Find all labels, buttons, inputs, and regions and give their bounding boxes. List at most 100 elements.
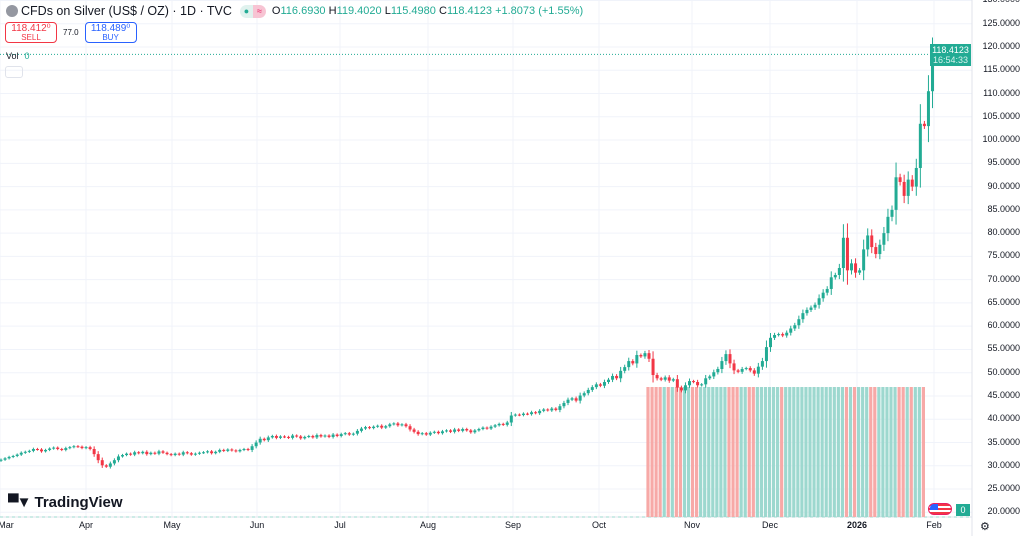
buy-label: BUY (102, 32, 119, 42)
price-tick-label: 70.0000 (987, 273, 1020, 284)
buy-button[interactable]: 118.489⁰ BUY (84, 22, 137, 43)
candle-body (850, 263, 853, 271)
candle-body (319, 435, 323, 437)
candle-body (858, 270, 862, 273)
candle-body (716, 368, 720, 373)
candle-body (562, 402, 566, 407)
candle-body (258, 438, 262, 443)
volume-bar (861, 387, 865, 517)
price-tick-label: 55.0000 (987, 343, 1020, 354)
volume-bar (913, 387, 917, 517)
candle-body (68, 447, 72, 449)
time-tick-label: May (163, 520, 181, 530)
candle-body (679, 387, 683, 391)
candle-body (485, 427, 489, 429)
tradingview-logo-icon: ▀▼ (8, 494, 32, 511)
candle-body (769, 337, 772, 348)
time-tick-label: Oct (591, 520, 607, 530)
volume-bar (747, 387, 751, 517)
candle-body (473, 430, 477, 433)
candle-body (445, 430, 448, 432)
us-flag-events-icon[interactable] (928, 503, 952, 515)
volume-bar (666, 387, 670, 517)
volume-bar (844, 387, 849, 517)
volume-bar (905, 387, 909, 517)
candle-body (331, 434, 335, 437)
candle-body (647, 353, 651, 359)
candle-body (392, 423, 396, 425)
candle-body (546, 409, 550, 411)
time-tick-label: Feb (926, 520, 942, 530)
volume-bar (812, 387, 816, 517)
chart-legend: CFDs on Silver (US$ / OZ) · 1D · TVC ● ≈… (6, 4, 583, 18)
candle-body (60, 449, 64, 451)
data-delay-icon: ≈ (252, 4, 266, 18)
candle-body (295, 435, 299, 437)
candle-body (724, 354, 728, 362)
price-tick-label: 110.0000 (983, 87, 1020, 98)
buy-price: 118.489⁰ (90, 22, 131, 34)
sell-button[interactable]: 118.412⁰ SELL (5, 22, 57, 43)
candle-body (108, 463, 112, 467)
high-label: H (328, 5, 337, 17)
volume-bar (670, 387, 674, 517)
candle-body (651, 358, 655, 376)
candle-body (635, 355, 639, 364)
candle-body (736, 370, 740, 372)
candle-body (477, 429, 481, 431)
settings-gear-icon[interactable]: ⚙ (980, 521, 990, 533)
candle-body (129, 453, 133, 455)
volume-bar (917, 387, 921, 517)
candle-body (607, 379, 610, 383)
candle-body (420, 433, 424, 435)
candle-body (250, 446, 254, 450)
volume-bar (695, 387, 699, 517)
candle-body (64, 448, 68, 450)
candle-body (582, 393, 586, 396)
open-label: O (271, 5, 281, 17)
tradingview-logo[interactable]: ▀▼ TradingView (8, 494, 123, 511)
candle-body (558, 406, 562, 410)
market-open-icon: ● (239, 4, 253, 18)
candle-body (461, 429, 465, 431)
candle-body (396, 423, 400, 426)
candle-body (230, 449, 234, 451)
candle-body (161, 451, 165, 453)
candle-body (408, 426, 412, 430)
price-tick-label: 125.0000 (982, 17, 1020, 28)
candle-body (704, 378, 708, 385)
candle-body (505, 422, 509, 425)
price-tick-label: 105.0000 (982, 110, 1020, 121)
candle-body (457, 429, 461, 431)
candle-body (424, 433, 428, 435)
volume-bar (739, 387, 743, 517)
candle-body (315, 435, 319, 438)
candle-body (197, 452, 201, 454)
candle-body (878, 244, 882, 255)
candle-body (299, 436, 303, 439)
candle-body (501, 423, 505, 425)
candle-body (23, 451, 27, 453)
volume-bar (921, 387, 925, 517)
low-label: L (384, 5, 391, 17)
volume-legend[interactable]: Vol 0 (6, 51, 30, 61)
candle-body (165, 452, 169, 455)
candle-body (756, 366, 760, 374)
candle-body (339, 434, 343, 436)
last-price: 118.4123 (932, 45, 969, 55)
symbol-title[interactable]: CFDs on Silver (US$ / OZ) · 1D · TVC (21, 4, 232, 18)
candle-body (453, 429, 457, 432)
open-value: 116.6930 (280, 5, 326, 17)
market-status[interactable]: ● ≈ (239, 4, 266, 18)
collapse-legend-button[interactable] (5, 66, 23, 78)
candle-body (688, 381, 691, 386)
candle-body (841, 237, 845, 269)
candle-body (611, 375, 615, 380)
candle-body (234, 450, 238, 452)
volume-bar (780, 387, 784, 517)
candle-body (570, 398, 574, 400)
candle-body (189, 453, 193, 455)
candle-body (92, 449, 96, 455)
candle-body (372, 426, 376, 429)
